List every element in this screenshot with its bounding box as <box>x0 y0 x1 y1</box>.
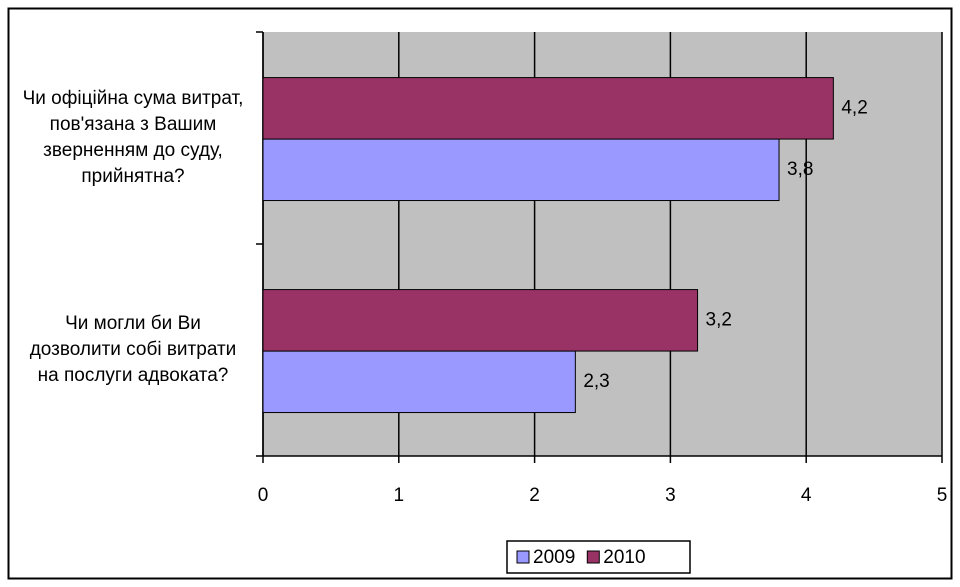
category-label: Чи могли би Ви дозволити собі витрати на… <box>29 313 237 386</box>
x-tick-label: 4 <box>801 485 812 506</box>
bar <box>262 138 780 202</box>
legend-swatch <box>586 550 600 564</box>
x-tick-label: 2 <box>529 485 540 506</box>
legend-label: 2010 <box>603 547 645 568</box>
bar <box>262 77 834 140</box>
legend-swatch <box>516 550 530 564</box>
category-label: Чи офіційна сума витрат, пов'язана з Ваш… <box>22 88 244 187</box>
x-tick-label: 3 <box>665 485 676 506</box>
legend-label: 2009 <box>533 547 575 568</box>
x-tick-label: 5 <box>937 485 948 506</box>
value-label: 4,2 <box>841 97 867 118</box>
value-label: 3,8 <box>787 159 813 180</box>
value-label: 3,2 <box>706 309 732 330</box>
bar <box>262 289 699 352</box>
bar <box>262 350 576 414</box>
x-tick-label: 0 <box>258 485 269 506</box>
legend: 2009 2010 <box>506 540 691 574</box>
value-label: 2,3 <box>583 371 609 392</box>
x-tick-label: 1 <box>394 485 405 506</box>
